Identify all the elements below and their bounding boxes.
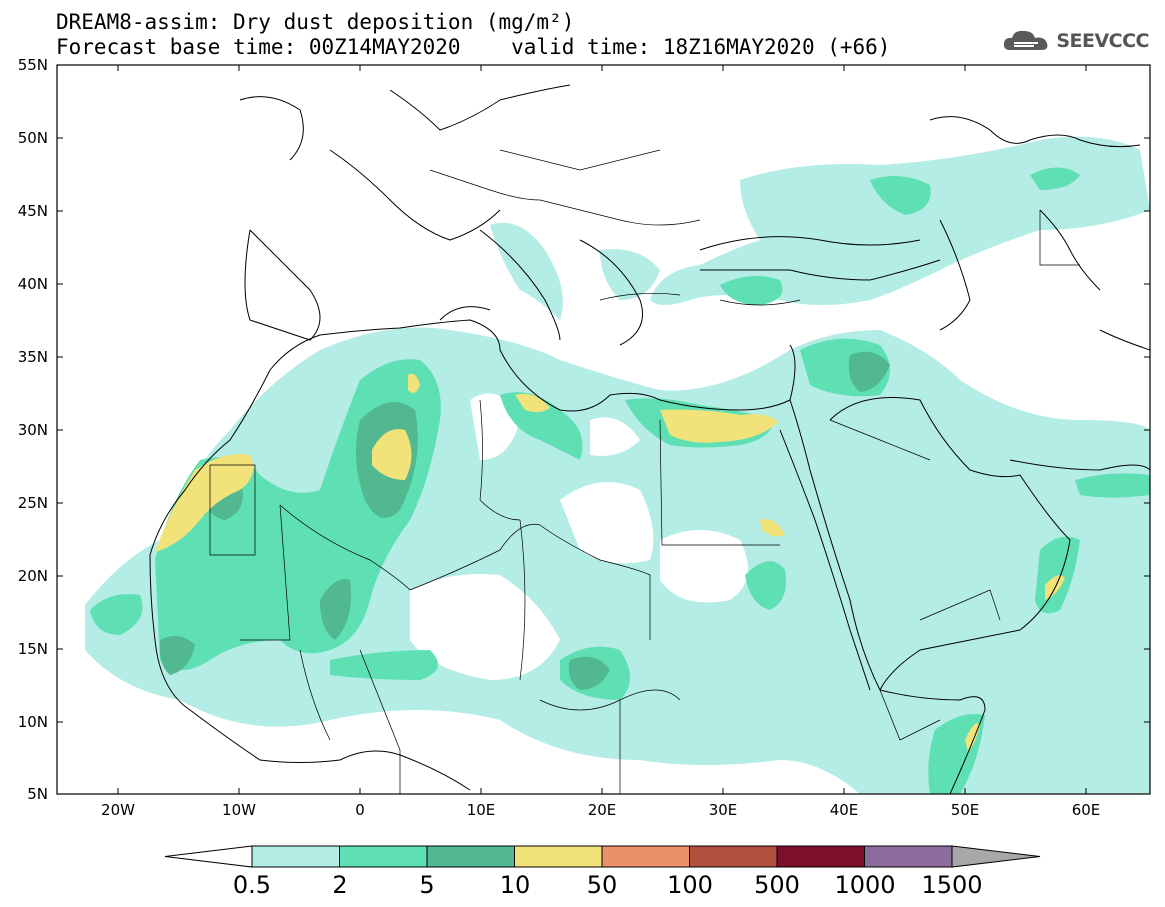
deposition-level-4 (155, 373, 1065, 752)
cloud-icon (1004, 30, 1048, 50)
lat-label: 40N (17, 275, 48, 293)
colorbar-segment (339, 845, 428, 868)
colorbar (164, 845, 1041, 868)
colorbar-over-triangle (951, 845, 1041, 868)
seevccc-logo: SEEVCCC (1002, 28, 1149, 54)
colorbar-label: 100 (667, 871, 713, 899)
lon-label: 10E (466, 801, 496, 819)
colorbar-label: 5 (419, 871, 435, 899)
lon-label: 60E (1071, 801, 1101, 819)
lon-label: 20E (587, 801, 617, 819)
colorbar-segment (601, 845, 690, 868)
colorbar-segment (514, 845, 603, 868)
country-borders (209, 149, 1080, 794)
lat-label: 5N (27, 785, 48, 803)
lat-label: 35N (17, 348, 48, 366)
lon-label: 30E (708, 801, 738, 819)
map-title: DREAM8-assim: Dry dust deposition (mg/m²… (56, 10, 575, 34)
colorbar-segment (426, 845, 515, 868)
colorbar-label: 1000 (834, 871, 896, 899)
lon-label: 50E (950, 801, 980, 819)
colorbar-label: 1500 (921, 871, 983, 899)
axis-ticks (57, 64, 1150, 795)
lat-label: 25N (17, 494, 48, 512)
lat-label: 45N (17, 202, 48, 220)
colorbar-label: 2 (332, 871, 348, 899)
lon-label: 20W (101, 801, 135, 819)
colorbar-segment (251, 845, 340, 868)
colorbar-label: 10 (499, 871, 531, 899)
colorbar-segment (776, 845, 865, 868)
lon-label: 40E (829, 801, 859, 819)
lat-label: 10N (17, 713, 48, 731)
colorbar-label: 50 (586, 871, 618, 899)
colorbar-under-triangle (164, 845, 253, 868)
logo-text: SEEVCCC (1056, 30, 1149, 52)
lat-label: 30N (17, 421, 48, 439)
lat-label: 15N (17, 640, 48, 658)
colorbar-segment (864, 845, 953, 868)
map-subtitle: Forecast base time: 00Z14MAY2020 valid t… (56, 35, 891, 59)
colorbar-label: 0.5 (232, 871, 272, 899)
lat-label: 55N (17, 56, 48, 74)
lon-label: 10W (222, 801, 256, 819)
colorbar-label: 500 (754, 871, 800, 899)
lon-label: 0 (355, 801, 365, 819)
colorbar-segment (689, 845, 778, 868)
lat-label: 20N (17, 567, 48, 585)
lat-label: 50N (17, 129, 48, 147)
